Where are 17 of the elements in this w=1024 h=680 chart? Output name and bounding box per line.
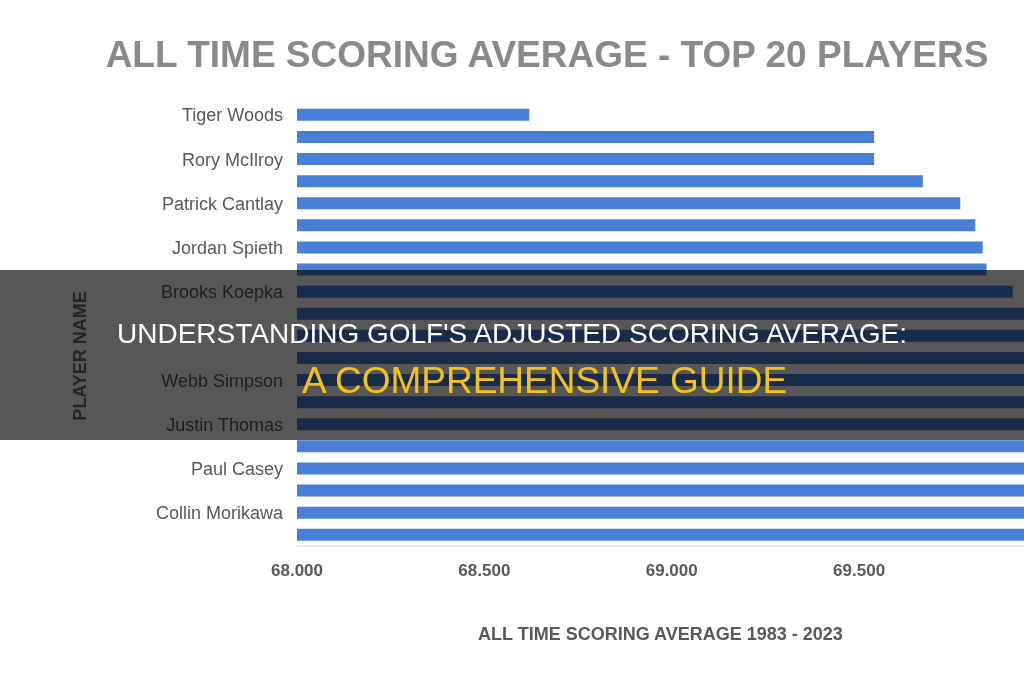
y-tick-label: Tiger Woods <box>181 105 283 126</box>
chart-title: ALL TIME SCORING AVERAGE - TOP 20 PLAYERS <box>104 34 990 76</box>
y-tick-label: Rory McIlroy <box>181 149 283 170</box>
x-tick-label: 69.000 <box>645 561 698 581</box>
y-tick-label: Patrick Cantlay <box>161 193 283 214</box>
y-tick-label: Collin Morikawa <box>155 503 284 524</box>
x-tick-label: 68.500 <box>458 561 511 581</box>
y-tick-label: Webb Simpson <box>161 370 283 391</box>
annotation: A COMPREHENSIVE GUIDE <box>302 360 788 401</box>
x-axis-title: ALL TIME SCORING AVERAGE 1983 - 2023 <box>478 624 843 644</box>
y-tick-label: Justin Thomas <box>166 414 283 435</box>
annotation: UNDERSTANDING GOLF'S ADJUSTED SCORING AVERAGE: <box>117 318 907 349</box>
y-tick-label: Jordan Spieth <box>171 238 283 259</box>
x-tick-label: 69.500 <box>833 561 886 581</box>
y-tick-label: Brooks Koepka <box>160 282 284 303</box>
y-tick-label: Paul Casey <box>190 459 283 480</box>
x-tick-label: 68.000 <box>271 561 323 581</box>
